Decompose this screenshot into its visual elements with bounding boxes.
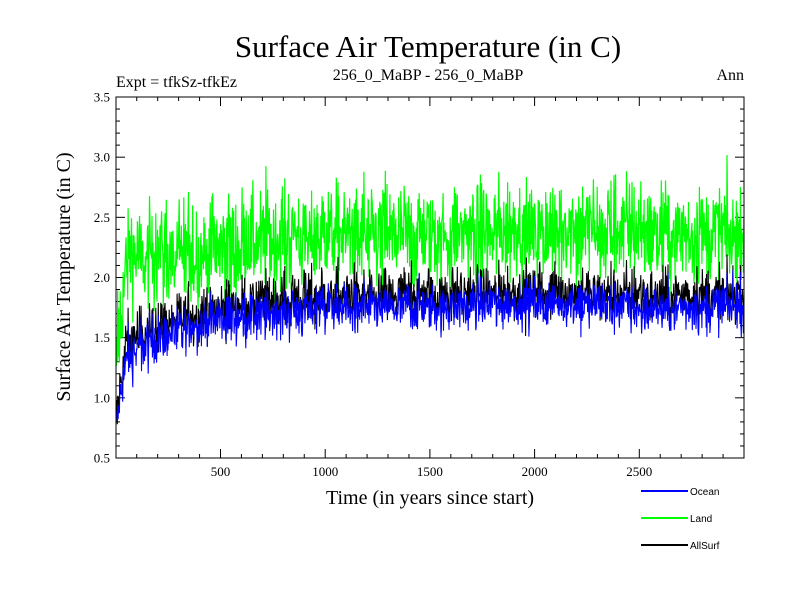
legend-label-land: Land [690,514,712,525]
legend: Ocean Land AllSurf [641,487,720,552]
y-tick-label: 1.0 [94,390,110,405]
y-tick-label: 3.0 [94,150,110,165]
series-line-ocean [115,269,745,422]
plot-series [115,154,745,425]
y-tick-label: 2.5 [94,210,110,225]
tick-labels: 500 1000 1500 2000 2500 0.5 1.0 1.5 2.0 2.5 3.0 3.5 [94,90,653,480]
chart-subtitle-right: Ann [716,67,744,84]
y-tick-label: 1.5 [94,330,110,345]
x-tick-label: 500 [211,464,231,479]
x-tick-label: 2500 [626,464,652,479]
chart-title: Surface Air Temperature (in C) [235,29,621,64]
series-line-allsurf [115,254,745,425]
legend-label-ocean: Ocean [690,487,719,498]
y-tick-label: 0.5 [94,451,110,466]
legend-label-allsurf: AllSurf [690,541,720,552]
x-tick-label: 2000 [522,464,548,479]
x-tick-label: 1500 [417,464,443,479]
chart-subtitle-center: 256_0_MaBP - 256_0_MaBP [333,67,524,84]
y-tick-label: 2.0 [94,270,110,285]
x-tick-label: 1000 [312,464,338,479]
x-axis-label: Time (in years since start) [326,487,534,509]
y-axis-label: Surface Air Temperature (in C) [53,152,75,401]
series-line-land [115,154,745,366]
chart-subtitle-left: Expt = tfkSz-tfkEz [116,74,237,91]
plot-frame [115,96,745,459]
y-tick-label: 3.5 [94,90,110,105]
